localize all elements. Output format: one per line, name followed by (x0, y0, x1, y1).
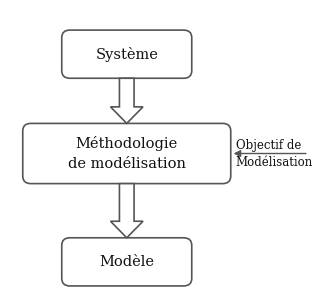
Text: Système: Système (95, 47, 158, 62)
FancyBboxPatch shape (62, 30, 192, 78)
Text: Modèle: Modèle (99, 255, 154, 269)
Text: Méthodologie
de modélisation: Méthodologie de modélisation (68, 136, 186, 171)
Polygon shape (111, 78, 143, 123)
FancyBboxPatch shape (62, 238, 192, 286)
Text: Objectif de
Modélisation: Objectif de Modélisation (236, 138, 313, 169)
FancyBboxPatch shape (23, 123, 231, 184)
Polygon shape (111, 184, 143, 238)
